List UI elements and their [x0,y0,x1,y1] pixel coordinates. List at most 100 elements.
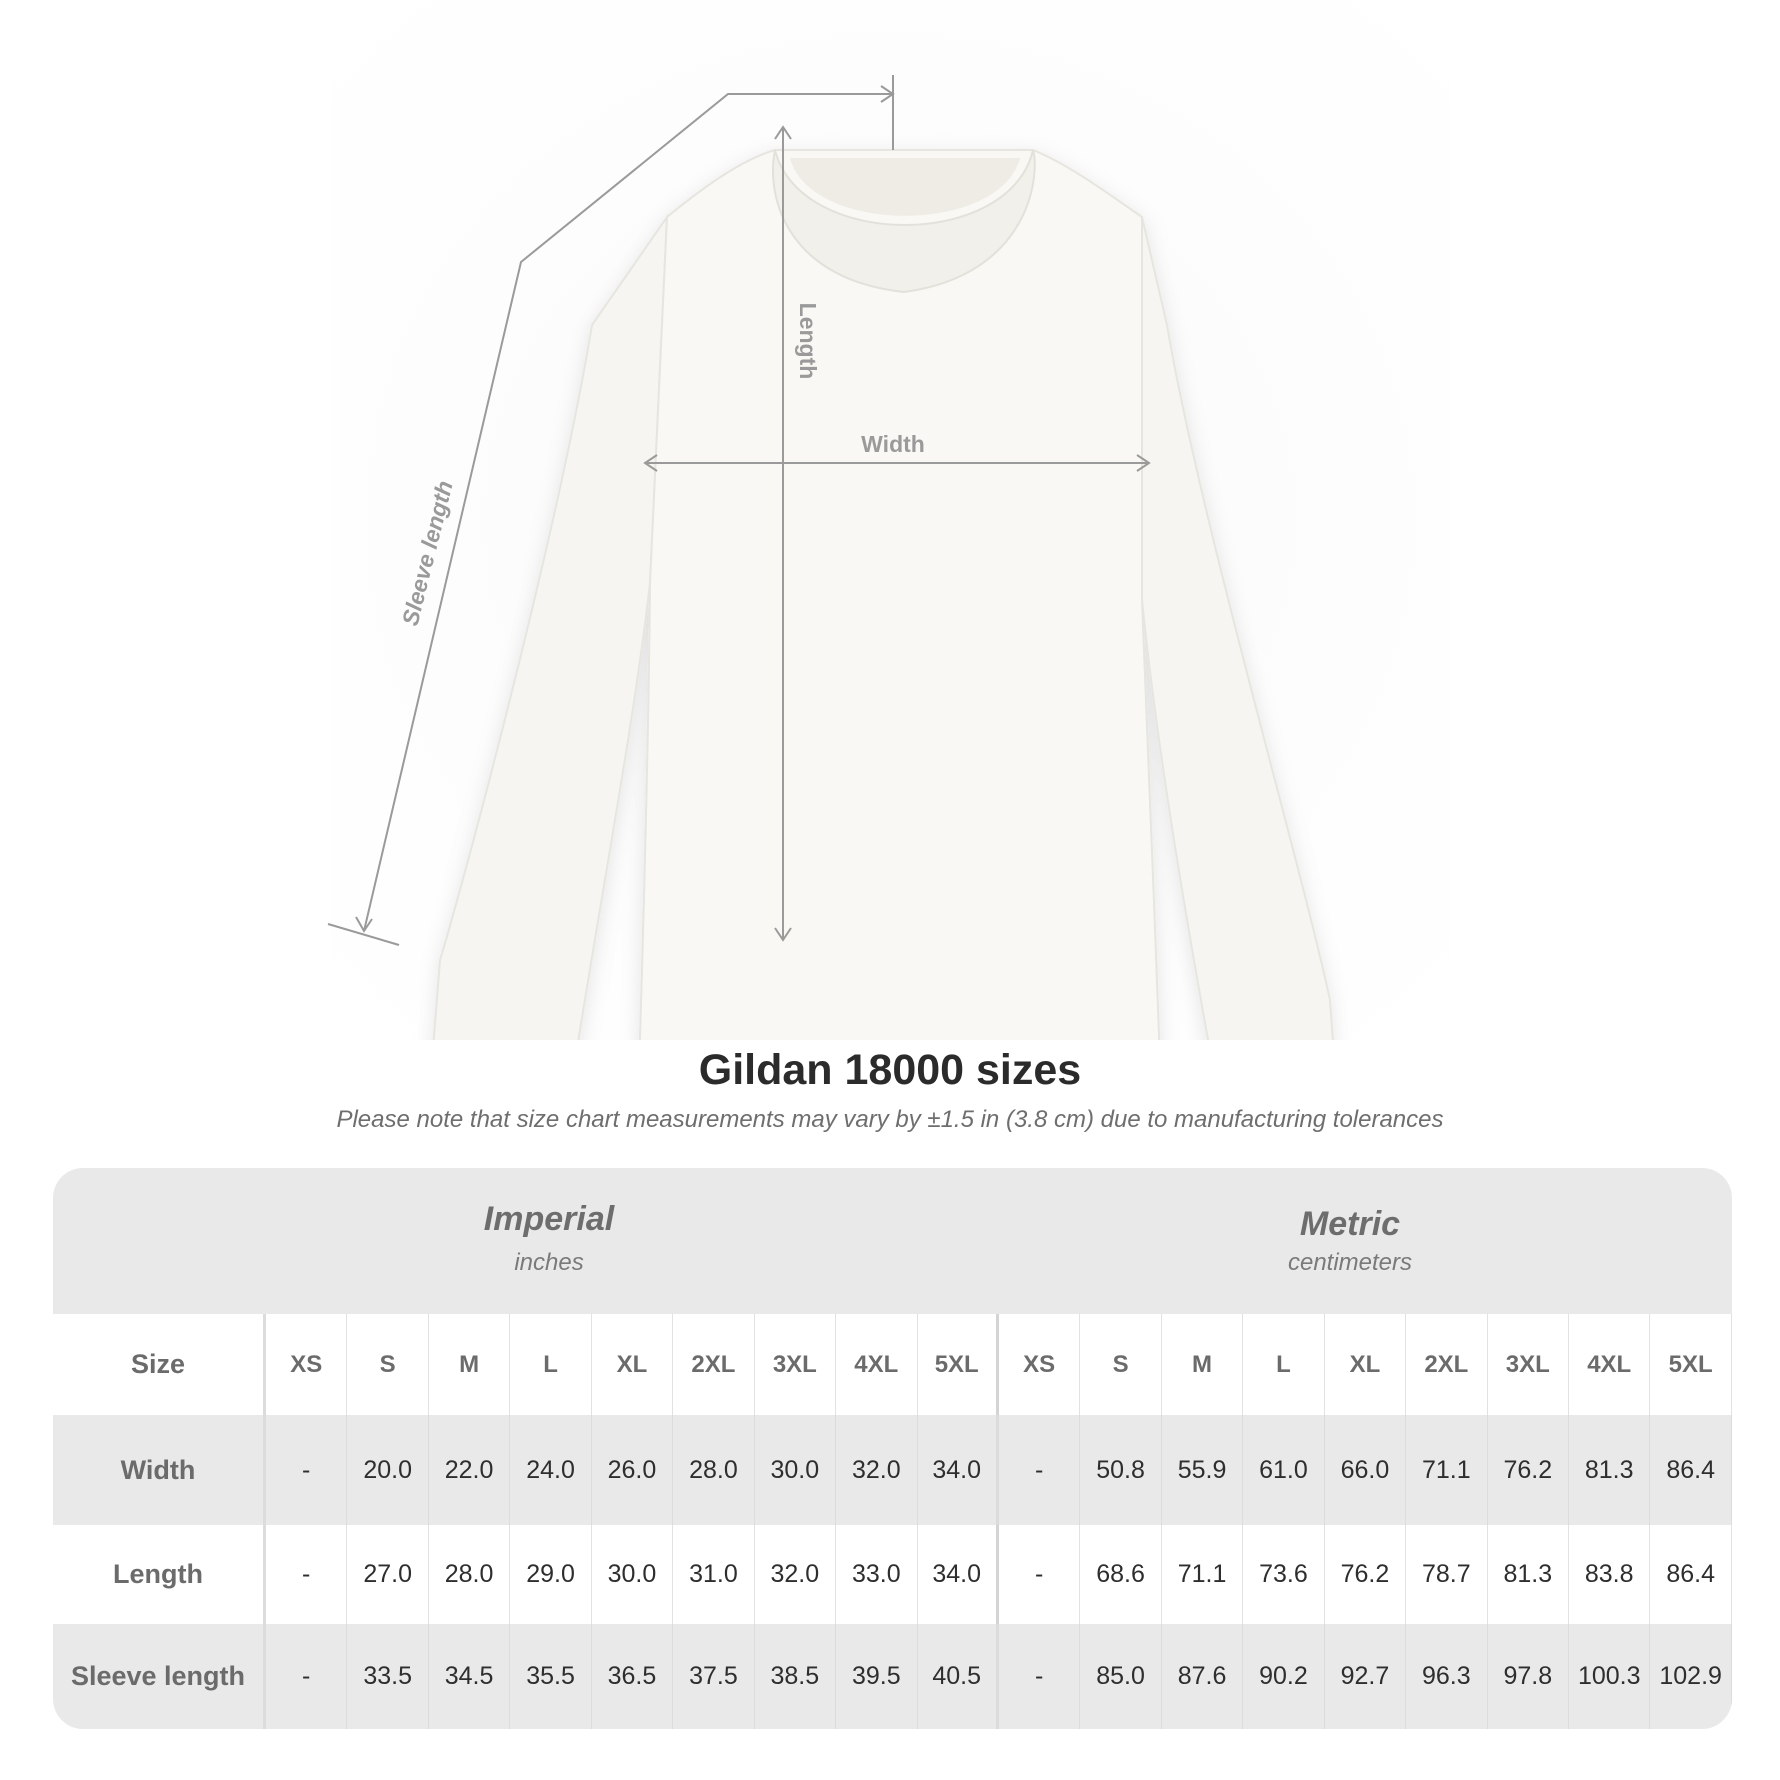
table-cell: 40.5 [918,1624,999,1729]
table-cell: 38.5 [755,1624,837,1729]
row-label: Width [53,1415,266,1525]
table-row-length: Length -27.0 28.0 29.0 30.0 31.0 32.0 33.0 34.0-… [53,1525,1732,1624]
size-header-cell: 2XL [673,1314,755,1415]
table-cell: - [999,1624,1081,1729]
metric-unit: centimeters [1287,1249,1413,1276]
table-cell: 97.8 [1488,1624,1569,1729]
table-row-sleeve-length: Sleeve length -33.5 34.5 35.5 36.5 37.5 38.5 39… [53,1624,1732,1729]
table-cell: 68.6 [1080,1525,1162,1624]
width-label: Width [861,431,925,457]
size-header-row: Size XS S M L XL 2XL 3XL 4XL 5XL XS S M L XL 2XL 3XL 4XL… [53,1314,1732,1415]
width-arrow-right [1136,454,1151,472]
right-sleeve [1141,216,1334,1040]
row-label: Sleeve length [53,1624,266,1729]
size-chart-table: Imperial inches Metric centimeters Size … [53,1168,1732,1729]
sleeve-length-line [363,93,893,932]
table-cell: 85.0 [1080,1624,1162,1729]
imperial-title: Imperial [483,1200,615,1238]
row-label: Length [53,1525,266,1624]
sleeve-length-label: Sleeve length [397,478,458,628]
size-header-cell: XL [1325,1314,1407,1415]
size-header-cell: L [1243,1314,1325,1415]
table-cell: - [999,1415,1081,1525]
neck-opening [790,158,1020,216]
sweatshirt-illustration: Length Width Sleeve length [327,75,1334,1040]
size-header-cell: S [347,1314,429,1415]
sleeve-bottom-tick [327,923,400,946]
table-cell: 26.0 [592,1415,674,1525]
size-header-cell: L [510,1314,592,1415]
size-header-cell: 4XL [1569,1314,1651,1415]
length-arrow-bottom [774,927,792,942]
sweatshirt-image [432,149,1334,1040]
table-cell: 50.8 [1080,1415,1162,1525]
table-cell: - [266,1624,348,1729]
table-cell: - [266,1525,348,1624]
table-cell: 76.2 [1488,1415,1569,1525]
table-cell: 22.0 [429,1415,511,1525]
size-header-cell: 5XL [918,1314,999,1415]
table-cell: 34.5 [429,1624,511,1729]
size-header-cell: M [1162,1314,1244,1415]
table-cell: 96.3 [1406,1624,1488,1729]
table-cell: 32.0 [836,1415,918,1525]
sleeve-arrow-top [880,85,895,103]
table-cell: 28.0 [673,1415,755,1525]
imperial-header: Imperial inches [349,1200,749,1277]
table-cell: 76.2 [1325,1525,1407,1624]
body [638,149,1161,1040]
size-label: Size [53,1314,266,1415]
table-cell: 35.5 [510,1624,592,1729]
table-cell: 36.5 [592,1624,674,1729]
table-cell: 34.0 [918,1525,999,1624]
table-cell: 55.9 [1162,1415,1244,1525]
table-cell: 30.0 [755,1415,837,1525]
size-header-cell: S [1080,1314,1162,1415]
table-cell: 20.0 [347,1415,429,1525]
table-cell: 39.5 [836,1624,918,1729]
width-arrow-left [643,454,658,472]
sleeve-arrow-bottom [355,916,373,933]
table-cell: 66.0 [1325,1415,1407,1525]
table-cell: 90.2 [1243,1624,1325,1729]
metric-header: Metric centimeters [1150,1205,1550,1277]
measurement-lines [327,75,1151,946]
size-header-cell: 4XL [836,1314,918,1415]
table-cell: 102.9 [1650,1624,1732,1729]
table-cell: 71.1 [1406,1415,1488,1525]
size-header-cell: 2XL [1406,1314,1488,1415]
table-cell: 78.7 [1406,1525,1488,1624]
table-cell: 81.3 [1488,1525,1569,1624]
imperial-unit: inches [514,1249,584,1276]
table-cell: - [999,1525,1081,1624]
table-cell: 33.0 [836,1525,918,1624]
table-cell: 81.3 [1569,1415,1651,1525]
table-cell: - [266,1415,348,1525]
table-cell: 73.6 [1243,1525,1325,1624]
table-cell: 33.5 [347,1624,429,1729]
table-cell: 71.1 [1162,1525,1244,1624]
table-row-width: Width -20.0 22.0 24.0 26.0 28.0 30.0 32.0 34.0-5… [53,1415,1732,1525]
table-cell: 29.0 [510,1525,592,1624]
table-cell: 28.0 [429,1525,511,1624]
table-cell: 37.5 [673,1624,755,1729]
size-header-cell: XL [592,1314,674,1415]
length-arrow-top [774,125,792,140]
table-cell: 86.4 [1650,1415,1732,1525]
table-cell: 31.0 [673,1525,755,1624]
table-cell: 86.4 [1650,1525,1732,1624]
table-cell: 24.0 [510,1415,592,1525]
table-cell: 30.0 [592,1525,674,1624]
metric-title: Metric [1299,1205,1401,1243]
size-header-cell: 3XL [755,1314,837,1415]
table-cell: 32.0 [755,1525,837,1624]
collar [771,149,1036,294]
size-header-cell: XS [266,1314,348,1415]
tolerance-note: Please note that size chart measurements… [336,1106,1444,1133]
table-cell: 34.0 [918,1415,999,1525]
size-header-cell: M [429,1314,511,1415]
length-label: Length [795,303,821,380]
table-cell: 61.0 [1243,1415,1325,1525]
size-header-cell: 3XL [1488,1314,1569,1415]
table-cell: 92.7 [1325,1624,1407,1729]
